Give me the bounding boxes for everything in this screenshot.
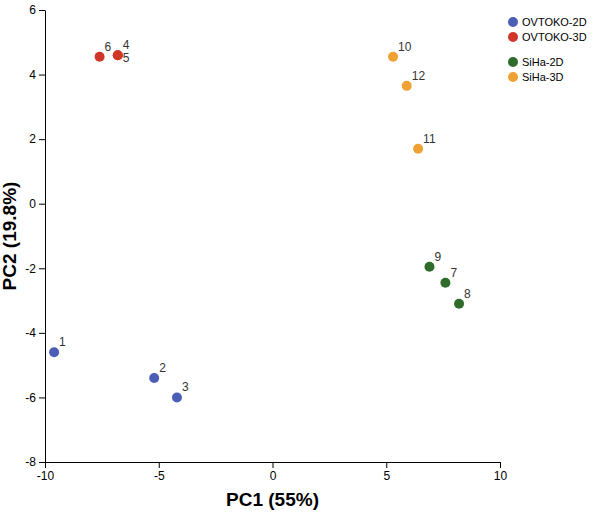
legend-label: OVTOKO-2D	[522, 16, 587, 28]
point-label: 8	[464, 287, 471, 301]
y-tick-label: -4	[25, 326, 36, 340]
x-tick: -10	[37, 462, 55, 483]
x-tick: 5	[383, 462, 390, 483]
y-tick-label: -2	[25, 262, 36, 276]
x-tick-label: -5	[154, 469, 165, 483]
point-label: 2	[159, 361, 166, 375]
y-axis-line	[45, 11, 46, 463]
point	[454, 299, 464, 309]
point-label: 10	[398, 40, 412, 54]
y-tick: 2	[29, 132, 45, 146]
y-tick-label: 2	[29, 132, 36, 146]
legend-swatch	[508, 72, 518, 82]
x-tick-mark	[273, 462, 274, 468]
point-label: 3	[182, 380, 189, 394]
chart: -10-50510-8-6-4-20246PC1 (55%)PC2 (19.8%…	[0, 0, 600, 514]
point	[149, 373, 159, 383]
y-tick-mark	[39, 75, 45, 76]
x-tick-label: 0	[270, 469, 277, 483]
legend-label: SiHa-2D	[522, 56, 564, 68]
x-tick: 0	[270, 462, 277, 483]
point	[440, 278, 450, 288]
point	[49, 347, 59, 357]
y-tick-label: 0	[29, 197, 36, 211]
y-tick-mark	[39, 10, 45, 11]
y-tick: -4	[25, 326, 45, 340]
point	[402, 81, 412, 91]
x-tick-label: 5	[383, 469, 390, 483]
point-labels: 123456789101112	[59, 38, 471, 394]
legend-swatch	[508, 17, 518, 27]
x-tick-label: -10	[37, 469, 55, 483]
point	[388, 52, 398, 62]
point-label: 7	[450, 266, 457, 280]
point-label: 6	[105, 40, 112, 54]
y-tick: 0	[29, 197, 45, 211]
y-tick: 6	[29, 3, 45, 17]
y-tick-label: 4	[29, 68, 36, 82]
y-tick: -8	[25, 455, 45, 469]
y-tick-mark	[39, 397, 45, 398]
y-tick-mark	[39, 268, 45, 269]
point	[172, 392, 182, 402]
x-tick: -5	[154, 462, 165, 483]
x-tick-mark	[386, 462, 387, 468]
x-tick-label: 10	[494, 469, 508, 483]
point	[113, 50, 123, 60]
legend-label: SiHa-3D	[522, 71, 564, 83]
y-tick-mark	[39, 462, 45, 463]
point	[95, 52, 105, 62]
point-label: 11	[423, 132, 436, 146]
point-label: 1	[59, 335, 66, 349]
y-tick-mark	[39, 204, 45, 205]
y-tick-mark	[39, 139, 45, 140]
y-tick: 4	[29, 68, 45, 82]
x-tick-mark	[45, 462, 46, 468]
point	[113, 50, 123, 60]
y-axis: -8 -6 -4 -2 0 2 4 6	[25, 3, 45, 469]
legend-label: OVTOKO-3D	[522, 31, 587, 43]
x-tick: 10	[494, 462, 508, 483]
y-tick-label: -8	[25, 455, 36, 469]
y-tick-label: -6	[25, 391, 36, 405]
legend-swatch	[508, 32, 518, 42]
x-axis: -10 -5 0 5 10	[37, 462, 508, 483]
y-tick: -6	[25, 391, 45, 405]
point-label: 5	[123, 51, 130, 65]
y-tick-mark	[39, 333, 45, 334]
x-tick-mark	[159, 462, 160, 468]
y-axis-title: PC2 (19.8%)	[0, 182, 20, 291]
x-tick-mark	[500, 462, 501, 468]
legend: OVTOKO-2D OVTOKO-3D SiHa-2D SiHa-3D	[508, 16, 587, 83]
points	[49, 50, 464, 402]
x-axis-title: PC1 (55%)	[226, 489, 319, 510]
point-label: 12	[412, 69, 426, 83]
y-tick: -2	[25, 262, 45, 276]
legend-swatch	[508, 57, 518, 67]
point-label: 4	[123, 38, 130, 52]
point	[424, 262, 434, 272]
point	[413, 144, 423, 154]
y-tick-label: 6	[29, 3, 36, 17]
point-label: 9	[434, 250, 441, 264]
